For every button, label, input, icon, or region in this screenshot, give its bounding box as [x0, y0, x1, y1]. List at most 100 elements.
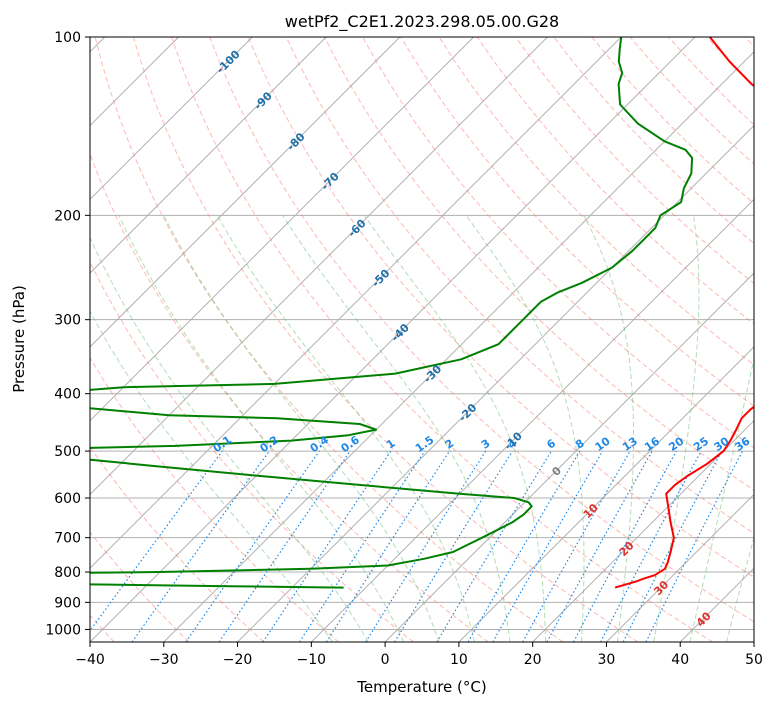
dry-adiabat-line	[90, 531, 190, 642]
dry-adiabat-line	[629, 37, 754, 165]
isotherm-line	[384, 272, 754, 642]
isotherm-label: -60	[345, 217, 368, 240]
isotherm-line	[237, 124, 754, 642]
isotherm-line	[679, 567, 754, 642]
moist-adiabat-line	[363, 215, 547, 642]
dry-adiabat-line	[132, 37, 639, 642]
isotherm-label: -70	[319, 170, 342, 193]
mixing-ratio-line	[645, 450, 744, 642]
mixing-ratio-line	[436, 450, 552, 642]
dry-adiabat-line	[553, 37, 754, 245]
moist-adiabat-line	[163, 215, 440, 642]
dry-adiabat-line	[90, 260, 414, 642]
mixing-ratio-line	[262, 450, 392, 642]
dry-adiabat-line	[667, 37, 754, 126]
mixing-ratio-label: 1	[384, 437, 398, 452]
y-tick-label: 500	[54, 444, 81, 460]
isotherm-line	[606, 493, 754, 642]
x-tick-label: −40	[75, 652, 105, 668]
mixing-ratio-line	[218, 450, 351, 642]
x-tick-label: 0	[381, 652, 390, 668]
mixing-ratio-line	[90, 450, 223, 632]
x-axis-label: Temperature (°C)	[356, 678, 486, 696]
isotherm-label: 40	[694, 609, 714, 629]
y-tick-label: 800	[54, 565, 81, 581]
dry-adiabat-line	[744, 37, 754, 47]
dry-adiabat-line	[209, 37, 754, 623]
x-tick-label: −20	[223, 652, 253, 668]
dry-adiabat-line	[90, 152, 489, 642]
isotherm-line	[90, 37, 548, 496]
mixing-ratio-line	[131, 450, 270, 642]
mixing-ratio-label: 6	[544, 437, 558, 452]
isotherm-label: -20	[456, 401, 479, 424]
moist-adiabat-line	[90, 236, 369, 642]
mixing-ratio-line	[299, 450, 426, 642]
dry-adiabat-line	[515, 37, 754, 285]
y-tick-label: 700	[54, 531, 81, 547]
isotherm-label: 10	[581, 501, 601, 521]
mixing-ratio-label: 1.5	[413, 433, 436, 455]
moist-adiabat-line	[726, 535, 754, 642]
isotherm-label: -40	[389, 321, 412, 344]
x-tick-label: −30	[149, 652, 179, 668]
isotherm-label: -10	[502, 429, 525, 452]
isotherm-label: -90	[251, 89, 274, 112]
moist-adiabat-line	[118, 215, 405, 642]
y-tick-label: 300	[54, 313, 81, 329]
chart-title: wetPf2_C2E1.2023.298.05.00.G28	[285, 12, 559, 32]
y-axis-label: Pressure (hPa)	[10, 285, 28, 393]
x-tick-label: 50	[745, 652, 763, 668]
moist-adiabat-line	[583, 215, 635, 642]
x-tick-label: 10	[450, 652, 468, 668]
plot-frame	[89, 36, 755, 643]
dewpoint-profile-line	[90, 37, 694, 589]
y-tick-label: 200	[54, 208, 81, 224]
moist-adiabat-line	[282, 215, 511, 642]
dry-adiabat-line	[90, 356, 339, 642]
series-layer	[90, 37, 754, 589]
mixing-ratio-line	[522, 450, 631, 642]
dry-adiabat-line	[171, 37, 713, 642]
x-tick-label: 20	[524, 652, 542, 668]
dry-adiabat-line	[706, 37, 754, 87]
isotherm-line	[90, 37, 696, 642]
y-tick-label: 600	[54, 491, 81, 507]
mixing-ratio-label: 3	[479, 437, 493, 452]
x-tick-label: 30	[598, 652, 616, 668]
moist-adiabat-line	[653, 215, 700, 642]
dry-adiabat-line	[90, 446, 265, 642]
mixing-ratio-line	[394, 450, 513, 642]
isotherm-label: 0	[549, 464, 564, 479]
isotherm-line	[90, 37, 401, 348]
isotherm-label: -50	[369, 267, 392, 290]
moist-adiabat-line	[90, 310, 333, 642]
mixing-ratio-line	[572, 450, 677, 642]
isotherm-line	[90, 37, 327, 274]
mixing-ratio-line	[185, 450, 320, 642]
isotherm-line	[163, 51, 754, 642]
mixing-ratio-line	[600, 450, 702, 642]
y-tick-label: 900	[54, 595, 81, 611]
dry-adiabat-line	[285, 37, 754, 535]
isotherm-line	[90, 37, 253, 201]
dry-adiabat-line	[362, 37, 754, 449]
moist-adiabat-line	[689, 356, 754, 642]
isotherm-line	[90, 37, 622, 569]
mixing-ratio-line	[546, 450, 653, 642]
x-tick-label: 40	[671, 652, 689, 668]
isotherm-label: -100	[214, 47, 243, 76]
y-tick-label: 1000	[45, 622, 81, 638]
x-tick-label: −10	[297, 652, 327, 668]
dry-adiabat-line	[438, 37, 754, 366]
y-tick-label: 400	[54, 387, 81, 403]
mixing-ratio-line	[325, 450, 450, 642]
isotherm-label: -80	[284, 130, 307, 153]
isotherm-line	[532, 419, 754, 642]
isotherm-line	[90, 37, 475, 422]
temperature-profile-line	[614, 37, 754, 589]
axis-layer: −40 −30 −20 −10 0 10 20 30 40 5010020030040050060…	[45, 30, 763, 668]
isotherm-label: 20	[617, 539, 637, 559]
isotherm-line	[753, 641, 754, 642]
